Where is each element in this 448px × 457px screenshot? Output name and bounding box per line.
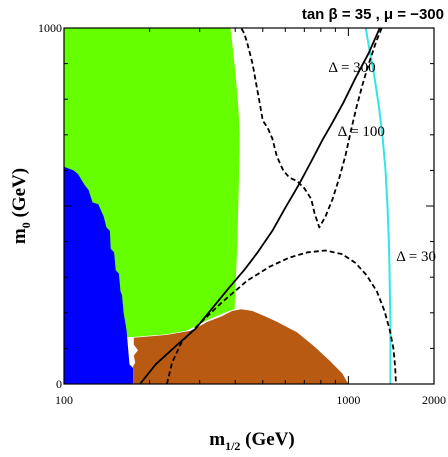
y-axis-title-sub: 0 bbox=[19, 222, 33, 228]
y-axis-title-unit: (GeV) bbox=[9, 168, 30, 222]
x-axis-title: m1/2 (GeV) bbox=[209, 429, 295, 453]
y-tick-label: 1000 bbox=[38, 21, 62, 35]
delta-100-label: Δ = 100 bbox=[338, 124, 385, 140]
delta-300-contour bbox=[240, 28, 383, 229]
brown-region bbox=[133, 309, 349, 384]
cyan-curve bbox=[364, 28, 392, 384]
delta-30-label: Δ = 30 bbox=[396, 249, 436, 265]
x-tick-label: 100 bbox=[55, 393, 73, 407]
blue-region bbox=[64, 166, 134, 384]
x-axis-title-main: m bbox=[209, 429, 225, 450]
y-axis-title: m0 (GeV) bbox=[9, 168, 33, 244]
chart-title: tan β = 35 , μ = −300 bbox=[302, 6, 444, 23]
x-axis-title-unit: (GeV) bbox=[240, 429, 294, 450]
y-tick-label: 0 bbox=[56, 377, 62, 391]
x-tick-label: 2000 bbox=[422, 393, 446, 407]
y-axis-title-main: m bbox=[9, 228, 30, 244]
delta-300-label: Δ = 300 bbox=[328, 60, 375, 76]
delta-30-contour bbox=[166, 249, 397, 384]
x-axis-title-sub: 1/2 bbox=[225, 439, 240, 453]
x-tick-label: 1000 bbox=[336, 393, 360, 407]
